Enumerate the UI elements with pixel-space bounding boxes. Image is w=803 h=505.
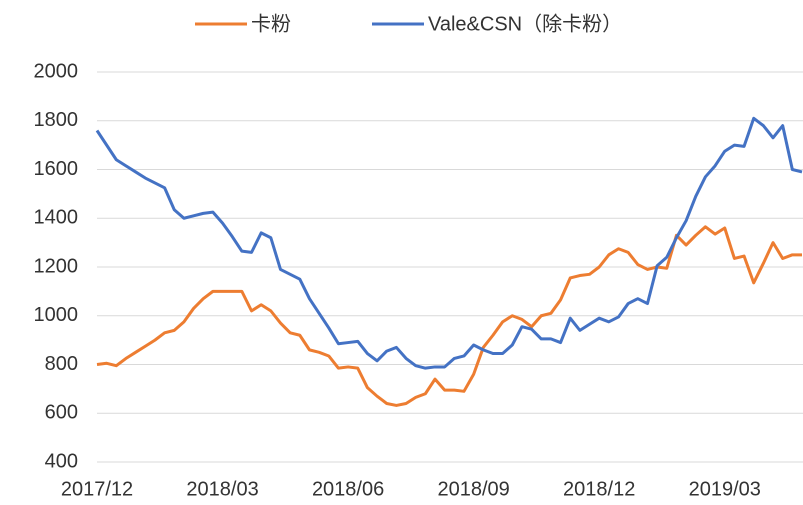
x-tick-label: 2018/06 [312,478,384,500]
y-tick-label: 1400 [34,207,79,229]
x-tick-label: 2017/12 [61,478,133,500]
x-tick-label: 2018/03 [186,478,258,500]
x-tick-label: 2019/03 [689,478,761,500]
y-tick-label: 1600 [34,158,79,180]
series-line [96,225,802,407]
y-tick-label: 1200 [34,255,79,277]
series-line [95,116,803,370]
x-tick-label: 2018/09 [437,478,509,500]
y-tick-label: 1800 [34,109,79,131]
y-tick-label: 1000 [34,304,79,326]
y-tick-label: 800 [45,353,78,375]
y-tick-label: 400 [45,450,78,472]
y-tick-label: 600 [45,402,78,424]
legend-label: Vale&CSN（除卡粉） [428,12,622,35]
x-tick-label: 2018/12 [563,478,635,500]
y-tick-label: 2000 [34,60,79,82]
legend-label: 卡粉 [251,12,291,35]
